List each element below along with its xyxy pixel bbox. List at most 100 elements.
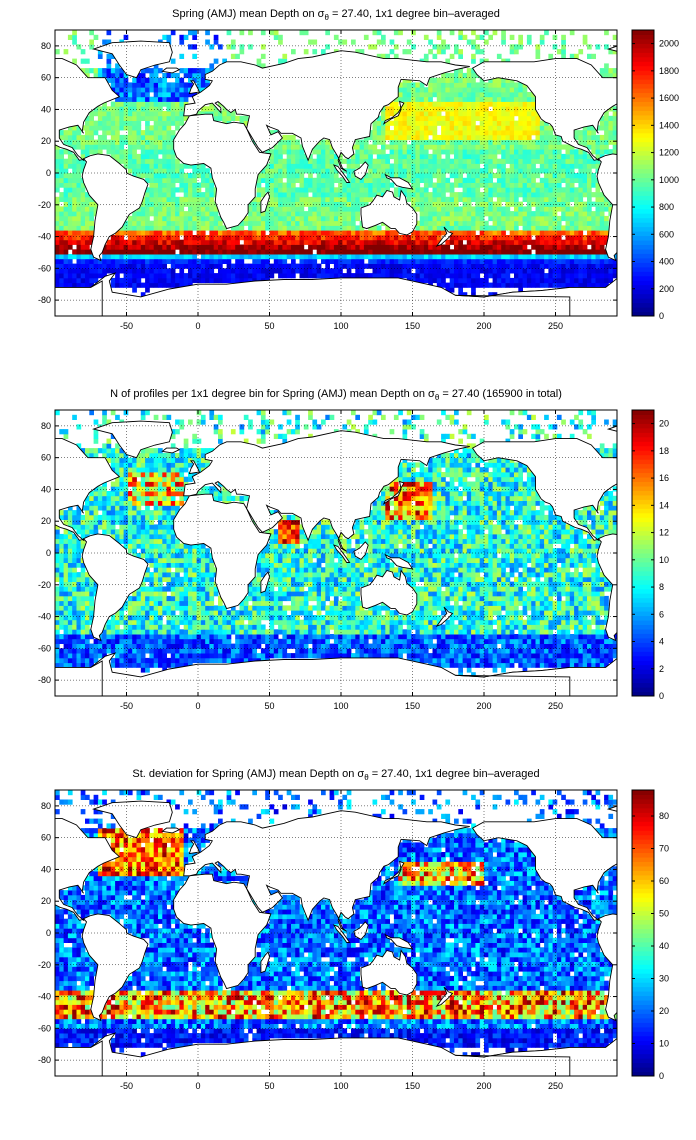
data-cell xyxy=(235,263,240,269)
data-cell xyxy=(393,53,399,59)
data-cell xyxy=(145,139,150,145)
data-cell xyxy=(544,196,549,202)
data-cell xyxy=(509,187,515,193)
data-cell xyxy=(496,101,502,107)
data-cell xyxy=(432,139,438,145)
data-cell xyxy=(192,211,197,217)
data-cell xyxy=(192,30,197,36)
data-cell xyxy=(436,277,442,284)
data-cell xyxy=(445,263,451,269)
data-cell xyxy=(501,182,506,188)
data-cell xyxy=(145,254,150,260)
data-cell xyxy=(492,211,498,217)
data-cell xyxy=(423,182,429,188)
data-cell xyxy=(89,239,94,245)
data-cell xyxy=(132,638,137,644)
data-cell xyxy=(346,220,352,226)
data-cell xyxy=(308,177,313,183)
data-cell xyxy=(458,292,463,298)
data-cell xyxy=(286,220,292,226)
data-cell xyxy=(582,187,588,193)
data-cell xyxy=(132,657,137,664)
data-cell xyxy=(556,239,562,245)
data-cell xyxy=(389,49,395,55)
data-cell xyxy=(342,196,348,202)
data-cell xyxy=(123,643,129,649)
data-cell xyxy=(462,211,468,217)
data-cell xyxy=(582,163,588,169)
data-cell xyxy=(170,215,176,222)
data-cell xyxy=(492,657,498,664)
data-cell xyxy=(256,249,262,255)
data-cell xyxy=(303,211,309,217)
data-cell xyxy=(93,106,99,112)
data-cell xyxy=(170,72,176,79)
data-cell xyxy=(509,173,515,179)
data-cell xyxy=(402,168,408,174)
data-cell xyxy=(479,225,485,231)
data-cell xyxy=(115,87,120,93)
data-cell xyxy=(170,96,176,102)
data-cell xyxy=(140,168,146,174)
data-cell xyxy=(115,72,120,79)
data-cell xyxy=(539,168,545,174)
data-cell xyxy=(359,273,365,279)
data-cell xyxy=(145,77,150,83)
data-cell xyxy=(85,149,90,155)
data-cell xyxy=(514,173,519,179)
data-cell xyxy=(89,130,94,136)
data-cell xyxy=(466,177,472,183)
data-cell xyxy=(591,268,596,274)
data-cell xyxy=(578,220,584,226)
data-cell xyxy=(158,130,163,136)
data-cell xyxy=(587,220,592,226)
data-cell xyxy=(278,163,283,169)
data-cell xyxy=(488,158,493,164)
data-cell xyxy=(574,263,579,269)
data-cell xyxy=(80,206,86,212)
data-cell xyxy=(170,258,176,264)
land-polygon xyxy=(260,191,270,214)
data-cell xyxy=(432,215,438,222)
data-cell xyxy=(445,648,451,654)
data-cell xyxy=(93,273,99,279)
data-cell xyxy=(574,648,579,654)
data-cell xyxy=(55,215,60,222)
data-cell xyxy=(393,115,399,121)
data-cell xyxy=(303,220,309,226)
data-cell xyxy=(432,182,438,188)
data-cell xyxy=(85,239,90,245)
data-cell xyxy=(213,220,219,226)
data-cell xyxy=(475,258,481,264)
data-cell xyxy=(423,173,429,179)
data-cell xyxy=(402,144,408,150)
data-cell xyxy=(552,134,558,141)
data-cell xyxy=(522,220,528,226)
data-cell xyxy=(522,134,528,141)
data-cell xyxy=(496,125,502,131)
data-cell xyxy=(402,158,408,164)
data-cell xyxy=(458,258,463,264)
data-cell xyxy=(389,173,395,179)
data-cell xyxy=(535,254,541,260)
data-cell xyxy=(89,39,94,45)
data-cell xyxy=(471,273,476,279)
data-cell xyxy=(110,149,116,155)
data-cell xyxy=(355,249,360,255)
data-cell xyxy=(428,125,433,131)
data-cell xyxy=(441,173,446,179)
data-cell xyxy=(376,643,382,649)
data-cell xyxy=(359,648,365,654)
data-cell xyxy=(196,187,202,193)
data-cell xyxy=(587,144,592,150)
data-cell xyxy=(389,249,395,255)
data-cell xyxy=(149,125,155,131)
data-cell xyxy=(55,220,60,226)
data-cell xyxy=(282,239,288,245)
data-cell xyxy=(209,268,215,274)
data-cell xyxy=(372,258,378,264)
data-cell xyxy=(363,263,369,269)
data-cell xyxy=(158,187,163,193)
data-cell xyxy=(419,258,425,264)
data-cell xyxy=(291,173,296,179)
